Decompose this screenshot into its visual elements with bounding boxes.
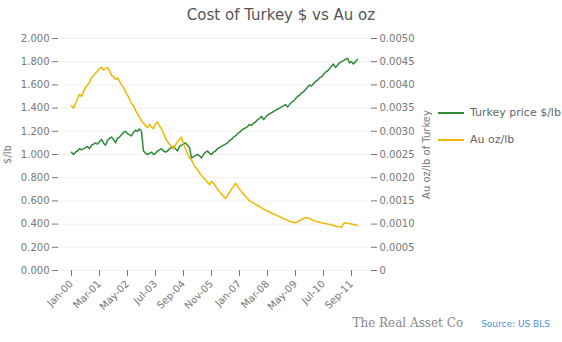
svg-text:Sep-04: Sep-04 — [155, 278, 188, 311]
html-text:Au oz/lb: Au oz/lb — [470, 133, 515, 146]
svg-text:$/lb: $/lb — [2, 145, 13, 164]
svg-text:0.0015: 0.0015 — [380, 195, 415, 206]
svg-text:0.0050: 0.0050 — [380, 33, 415, 44]
svg-text:1.400: 1.400 — [21, 102, 50, 113]
svg-text:0.400: 0.400 — [21, 218, 50, 229]
svg-text:0.0010: 0.0010 — [380, 218, 415, 229]
svg-text:Nov-05: Nov-05 — [182, 278, 215, 311]
svg-text:0.0005: 0.0005 — [380, 242, 415, 253]
svg-text:Au oz/lb of Turkey: Au oz/lb of Turkey — [421, 110, 432, 199]
svg-text:0.000: 0.000 — [21, 265, 50, 276]
svg-text:1.800: 1.800 — [21, 56, 50, 67]
svg-text:0: 0 — [380, 265, 386, 276]
svg-text:0.0020: 0.0020 — [380, 172, 415, 183]
svg-text:Mar-08: Mar-08 — [239, 278, 272, 311]
svg-text:May-09: May-09 — [265, 278, 299, 312]
svg-text:0.0025: 0.0025 — [380, 149, 415, 160]
svg-text:0.200: 0.200 — [21, 242, 50, 253]
svg-text:Jan-00: Jan-00 — [44, 278, 75, 309]
svg-text:0.0040: 0.0040 — [380, 79, 415, 90]
svg-text:0.800: 0.800 — [21, 172, 50, 183]
svg-text:0.0035: 0.0035 — [380, 102, 415, 113]
svg-text:1.000: 1.000 — [21, 149, 50, 160]
html-text:Turkey price $/lb: Turkey price $/lb — [470, 106, 561, 119]
svg-text:0.600: 0.600 — [21, 195, 50, 206]
html-text:Cost of Turkey $ vs Au oz: Cost of Turkey $ vs Au oz — [186, 6, 376, 24]
svg-text:0.0030: 0.0030 — [380, 126, 415, 137]
svg-text:Jul-03: Jul-03 — [131, 278, 160, 307]
svg-text:Jan-07: Jan-07 — [212, 278, 243, 309]
svg-text:Mar-01: Mar-01 — [71, 278, 104, 311]
html-text:The Real Asset Co: The Real Asset Co — [352, 316, 464, 330]
svg-text:May-02: May-02 — [97, 278, 131, 312]
svg-text:2.000: 2.000 — [21, 33, 50, 44]
svg-text:0.0045: 0.0045 — [380, 56, 415, 67]
svg-text:Jul-10: Jul-10 — [299, 278, 328, 307]
svg-text:1.600: 1.600 — [21, 79, 50, 90]
svg-text:1.200: 1.200 — [21, 126, 50, 137]
svg-text:Sep-11: Sep-11 — [323, 278, 356, 311]
html-text:Source: US BLS: Source: US BLS — [481, 319, 550, 329]
